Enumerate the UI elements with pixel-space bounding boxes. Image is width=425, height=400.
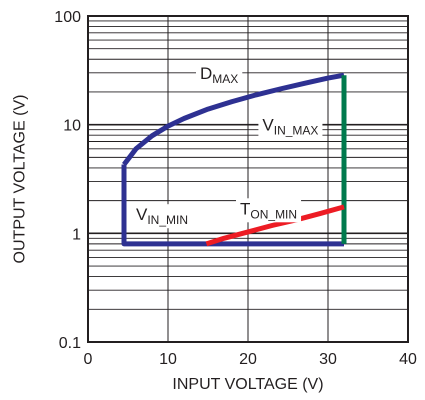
plot-series	[121, 72, 347, 247]
grid	[88, 16, 408, 342]
y-axis-label: OUTPUT VOLTAGE (V)	[12, 95, 29, 264]
region-label-in-max: VIN_MAX	[258, 114, 323, 139]
x-tick-label: 30	[319, 351, 337, 368]
region-label-in-min: VIN_MIN	[132, 204, 193, 229]
region-label-on-min: TON_MIN	[236, 198, 302, 223]
y-tick-labels: 0.1 1 10 100	[54, 9, 81, 352]
x-tick-labels: 0 10 20 30 40	[84, 351, 417, 368]
region-labels: DMAX VIN_MAX VIN_MIN TON_MIN	[132, 62, 323, 229]
region-label-background	[236, 198, 302, 223]
region-label-text: DMAX	[200, 64, 238, 86]
y-tick-label: 10	[63, 118, 81, 135]
region-label-background	[196, 62, 243, 87]
region-label-text: TON_MIN	[240, 199, 297, 221]
x-tick-label: 40	[399, 351, 417, 368]
region-label-text: VIN_MAX	[262, 116, 318, 138]
y-tick-label: 1	[72, 226, 81, 243]
region-label-background	[258, 114, 323, 139]
x-tick-label: 20	[239, 351, 257, 368]
y-tick-label: 100	[54, 9, 81, 26]
region-label-text: VIN_MIN	[136, 205, 188, 227]
plot-frame	[87, 15, 409, 343]
series-line-4	[205, 204, 345, 247]
series-line-2	[122, 72, 345, 167]
y-tick-label: 0.1	[59, 335, 81, 352]
x-axis-label: INPUT VOLTAGE (V)	[172, 376, 323, 393]
x-tick-label: 10	[159, 351, 177, 368]
series-line-1	[121, 164, 344, 247]
region-label-background	[132, 204, 193, 229]
region-label-max: DMAX	[196, 62, 243, 87]
x-tick-label: 0	[84, 351, 93, 368]
